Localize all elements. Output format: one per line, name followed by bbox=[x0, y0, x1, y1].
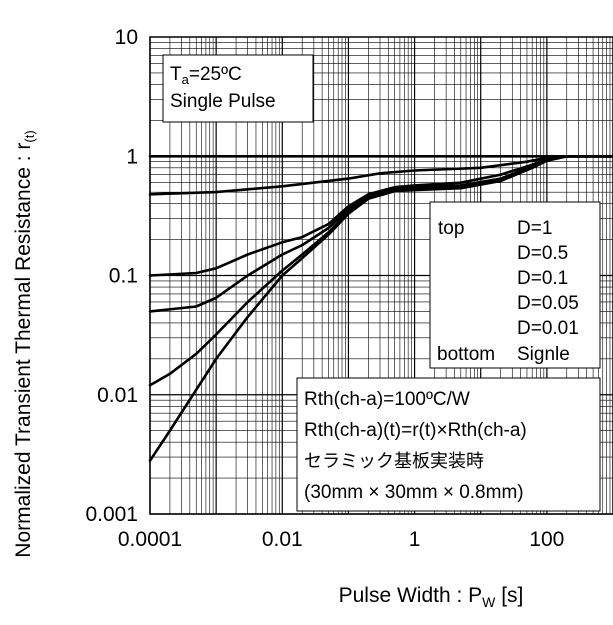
conditions-line2: Single Pulse bbox=[170, 91, 276, 112]
x-axis-label-unit: [s] bbox=[495, 584, 523, 607]
x-axis-label-sub: W bbox=[482, 594, 496, 610]
note-box: Rth(ch-a)=100ºC/W Rth(ch-a)(t)=r(t)×Rth(… bbox=[296, 377, 601, 512]
legend-entry: Signle bbox=[517, 344, 570, 365]
y-tick-label: 0.1 bbox=[109, 265, 138, 288]
x-axis-label-main: Pulse Width : P bbox=[339, 584, 483, 607]
y-tick-label: 0.01 bbox=[97, 384, 138, 407]
x-tick-label: 0.0001 bbox=[118, 528, 182, 551]
note-line: Rth(ch-a)=100ºC/W bbox=[304, 389, 470, 410]
legend-top-word: top bbox=[438, 218, 464, 239]
y-axis-label: Normalized Transient Thermal Resistance … bbox=[12, 130, 37, 557]
y-tick-label: 0.001 bbox=[85, 503, 138, 526]
conditions-box: Ta=25ºC Single Pulse bbox=[162, 54, 314, 123]
conditions-ta-value: =25ºC bbox=[189, 64, 242, 85]
legend-box: top bottom D=1 D=0.5 D=0.1 D=0.05 D=0.01… bbox=[429, 201, 601, 369]
legend-entry: D=0.05 bbox=[517, 293, 579, 314]
x-tick-label: 1 bbox=[409, 528, 421, 551]
note-line: Rth(ch-a)(t)=r(t)×Rth(ch-a) bbox=[304, 420, 527, 441]
x-axis-label: Pulse Width : PW [s] bbox=[339, 584, 524, 610]
series-line bbox=[148, 155, 613, 277]
y-tick-label: 10 bbox=[115, 26, 138, 49]
y-tick-label: 1 bbox=[126, 145, 138, 168]
legend-entry: D=1 bbox=[517, 218, 552, 239]
note-line: セラミック基板実装時 bbox=[304, 451, 484, 472]
legend-entry: D=0.1 bbox=[517, 268, 568, 289]
y-axis-label-main: Normalized Transient Thermal Resistance … bbox=[12, 143, 35, 558]
legend-entry: D=0.01 bbox=[517, 318, 579, 339]
conditions-ta-sub: a bbox=[182, 72, 190, 87]
conditions-line1: Ta=25ºC bbox=[170, 64, 242, 87]
legend-entry: D=0.5 bbox=[517, 243, 568, 264]
note-line: (30mm × 30mm × 0.8mm) bbox=[304, 482, 524, 503]
legend-bottom-word: bottom bbox=[437, 344, 495, 365]
tick-labels: 0.0001 0.01 1 100 10 1 0.1 0.01 0.001 bbox=[85, 26, 564, 551]
series-line bbox=[148, 155, 613, 462]
x-tick-label: 0.01 bbox=[262, 528, 303, 551]
conditions-ta: T bbox=[170, 64, 182, 85]
curves bbox=[148, 155, 613, 462]
x-tick-label: 100 bbox=[529, 528, 564, 551]
plot-area-frame bbox=[149, 36, 613, 515]
y-axis-label-sub: (t) bbox=[22, 130, 37, 142]
